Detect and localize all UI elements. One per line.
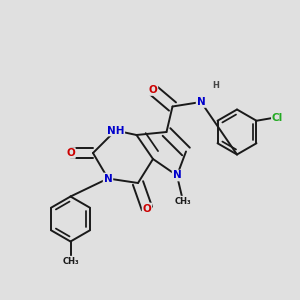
Text: O: O bbox=[66, 148, 75, 158]
Text: N: N bbox=[196, 97, 206, 107]
Text: H: H bbox=[213, 81, 219, 90]
Text: O: O bbox=[142, 203, 152, 214]
Text: Cl: Cl bbox=[272, 113, 283, 123]
Text: NH: NH bbox=[107, 125, 124, 136]
Text: O: O bbox=[148, 85, 158, 95]
Text: CH₃: CH₃ bbox=[175, 196, 191, 206]
Text: CH₃: CH₃ bbox=[62, 256, 79, 266]
Text: N: N bbox=[103, 173, 112, 184]
Text: N: N bbox=[172, 170, 182, 181]
